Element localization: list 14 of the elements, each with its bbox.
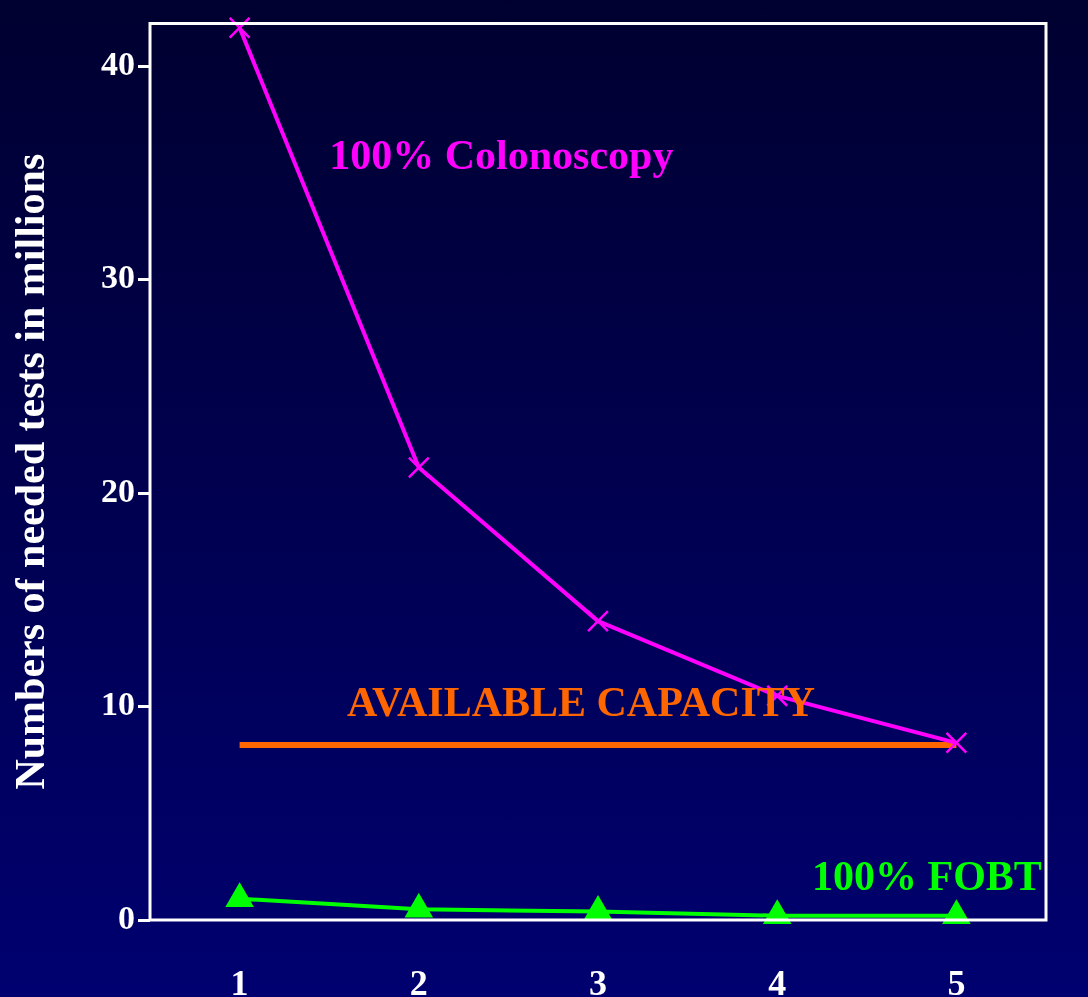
y-tick-label: 20 [101, 471, 135, 509]
series-label: AVAILABLE CAPACITY [347, 678, 816, 725]
y-tick-label: 40 [101, 44, 135, 82]
y-tick-label: 30 [101, 258, 135, 296]
y-tick-label: 10 [101, 685, 135, 723]
x-tick-label: 3 [589, 962, 607, 997]
x-tick-label: 4 [768, 962, 787, 997]
x-tick-label: 1 [230, 962, 249, 997]
x-tick-label: 5 [947, 962, 966, 997]
series-label: 100% FOBT [811, 853, 1042, 900]
series-label: 100% Colonoscopy [329, 131, 674, 178]
x-tick-label: 2 [409, 962, 428, 997]
y-tick-label: 0 [118, 898, 135, 936]
y-axis-title: Numbers of needed tests in millions [7, 153, 54, 790]
